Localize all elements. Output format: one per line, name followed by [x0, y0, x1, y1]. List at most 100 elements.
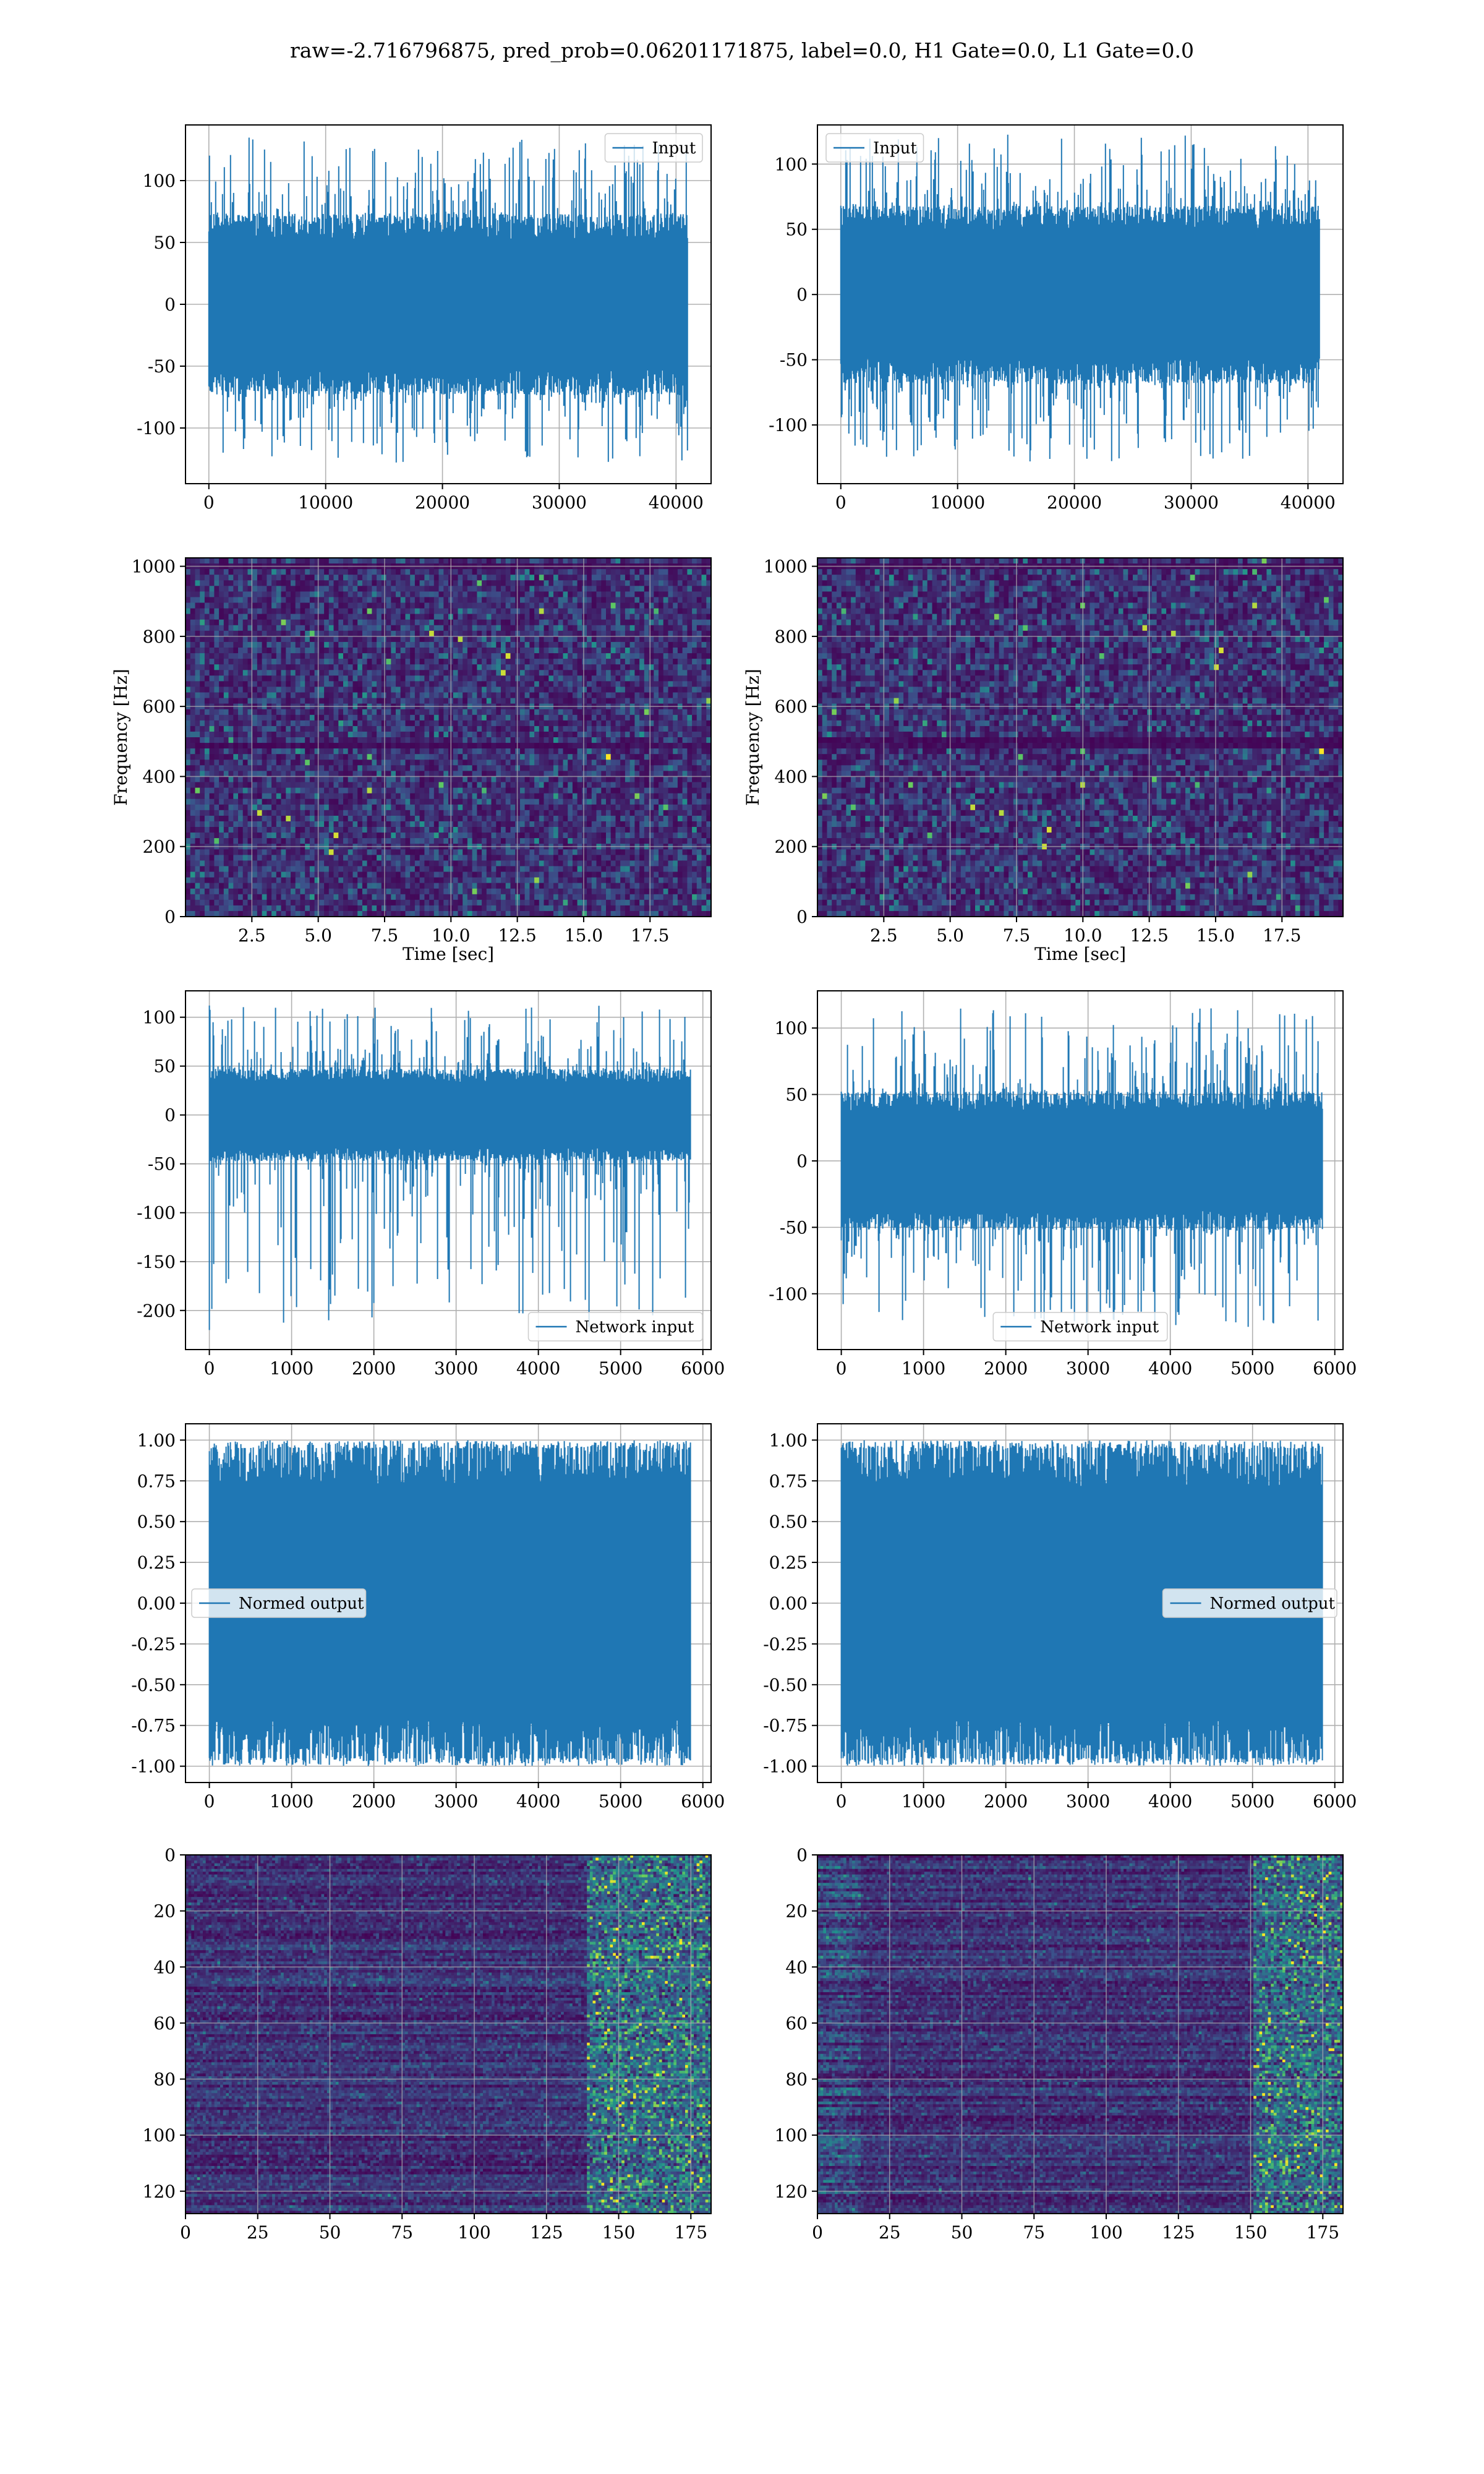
x-tick-label: 15.0: [565, 925, 603, 946]
y-tick-label: 600: [775, 696, 808, 717]
x-tick-label: 25: [879, 2222, 901, 2243]
x-tick-label: 75: [391, 2222, 413, 2243]
x-tick-label: 50: [319, 2222, 341, 2243]
x-tick-label: 12.5: [1130, 925, 1168, 946]
x-tick-label: 4000: [1148, 1358, 1192, 1379]
x-tick-label: 2.5: [870, 925, 898, 946]
x-tick-label: 150: [1234, 2222, 1267, 2243]
y-tick-label: -50: [780, 350, 808, 370]
h1-network-input-legend: Network input: [529, 1312, 703, 1341]
y-tick-label: 100: [143, 171, 176, 191]
x-tick-label: 1000: [902, 1791, 945, 1812]
y-tick-label: 0.25: [137, 1552, 176, 1573]
x-tick-label: 6000: [681, 1791, 725, 1812]
x-tick-label: 17.5: [631, 925, 669, 946]
y-tick-label: -50: [780, 1217, 808, 1238]
y-tick-label: 1.00: [769, 1430, 808, 1450]
y-tick-label: -1.00: [763, 1757, 808, 1777]
h1-feature-map-plot-area: [186, 1855, 712, 2214]
l1-feature-map-plot-area: [817, 1855, 1344, 2214]
x-tick-label: 30000: [1164, 492, 1219, 513]
y-tick-label: 1.00: [137, 1430, 176, 1450]
x-tick-label: 75: [1023, 2222, 1045, 2243]
y-tick-label: 1000: [132, 557, 176, 577]
l1-input-legend: Input: [826, 134, 924, 162]
y-tick-label: -1.00: [131, 1757, 176, 1777]
y-tick-label: 120: [143, 2181, 176, 2202]
y-tick-label: 800: [775, 627, 808, 647]
h1-network-input-plot-area: [186, 991, 711, 1350]
h1-normed-output-legend: Normed output: [192, 1589, 366, 1617]
h1-spectrogram-xlabel: Time [sec]: [403, 944, 494, 964]
y-tick-label: 100: [775, 2125, 808, 2146]
y-tick-label: 50: [785, 1085, 808, 1105]
x-tick-label: 0: [203, 492, 215, 513]
y-tick-label: -0.25: [131, 1634, 176, 1654]
x-tick-label: 150: [602, 2222, 635, 2243]
y-tick-label: -0.50: [763, 1675, 808, 1695]
x-tick-label: 2000: [984, 1358, 1028, 1379]
y-tick-label: 20: [785, 1901, 808, 1922]
x-tick-label: 2000: [352, 1791, 396, 1812]
x-tick-label: 125: [1162, 2222, 1195, 2243]
x-tick-label: 2000: [984, 1791, 1028, 1812]
y-tick-label: 0.00: [137, 1593, 176, 1614]
legend-label: Network input: [1040, 1318, 1159, 1337]
x-tick-label: 20000: [1047, 492, 1102, 513]
x-tick-label: 7.5: [371, 925, 399, 946]
y-tick-label: 0: [796, 1845, 808, 1865]
l1-network-input-series-line: [842, 1008, 1323, 1327]
x-tick-label: 10000: [930, 492, 985, 513]
y-tick-label: -0.50: [131, 1675, 176, 1695]
y-tick-label: 0.75: [769, 1471, 808, 1491]
legend-label: Network input: [576, 1318, 694, 1337]
y-tick-label: 0: [164, 907, 176, 927]
l1-input-series-line: [841, 135, 1320, 461]
y-tick-label: 400: [143, 766, 176, 787]
x-tick-label: 25: [247, 2222, 269, 2243]
l1-spectrogram-panel: 2.5 5.0 7.5 10.0 12.5 15.0 17.5020040060080010…: [743, 557, 1344, 964]
x-tick-label: 5.0: [936, 925, 964, 946]
x-tick-label: 7.5: [1003, 925, 1031, 946]
h1-spectrogram-plot-area: [186, 558, 712, 917]
x-tick-label: 10.0: [432, 925, 470, 946]
y-tick-label: 60: [785, 2013, 808, 2034]
x-tick-label: 5000: [1230, 1791, 1274, 1812]
x-tick-label: 5000: [599, 1791, 642, 1812]
x-tick-label: 2000: [352, 1358, 396, 1379]
y-tick-label: 200: [143, 837, 176, 857]
l1-spectrogram-ylabel: Frequency [Hz]: [743, 669, 763, 805]
y-tick-label: 80: [785, 2070, 808, 2090]
x-tick-label: 0: [180, 2222, 191, 2243]
x-tick-label: 125: [530, 2222, 563, 2243]
y-tick-label: 0.50: [769, 1512, 808, 1532]
y-tick-label: 100: [775, 1018, 808, 1038]
x-tick-label: 100: [1090, 2222, 1122, 2243]
x-tick-label: 15.0: [1196, 925, 1235, 946]
l1-spectrogram-plot-area: [817, 558, 1344, 917]
l1-spectrogram-xlabel: Time [sec]: [1034, 944, 1126, 964]
y-tick-label: 800: [143, 627, 176, 647]
y-tick-label: 100: [143, 1008, 176, 1028]
legend-label: Normed output: [1210, 1594, 1336, 1613]
x-tick-label: 6000: [1313, 1358, 1357, 1379]
y-tick-label: 40: [785, 1957, 808, 1977]
x-tick-label: 1000: [270, 1358, 313, 1379]
y-tick-label: -100: [137, 1203, 176, 1223]
x-tick-label: 100: [458, 2222, 490, 2243]
y-tick-label: -200: [137, 1301, 176, 1321]
y-tick-label: 600: [143, 696, 176, 717]
h1-input-series-line: [209, 138, 688, 463]
x-tick-label: 40000: [649, 492, 704, 513]
x-tick-label: 5000: [599, 1358, 642, 1379]
y-tick-label: 20: [153, 1901, 176, 1922]
x-tick-label: 4000: [516, 1358, 560, 1379]
y-tick-label: 0: [164, 1845, 176, 1865]
y-tick-label: 0: [164, 294, 176, 315]
y-tick-label: 0.75: [137, 1471, 176, 1491]
y-tick-label: 40: [153, 1957, 176, 1977]
y-tick-label: 100: [775, 154, 808, 174]
x-tick-label: 6000: [681, 1358, 725, 1379]
